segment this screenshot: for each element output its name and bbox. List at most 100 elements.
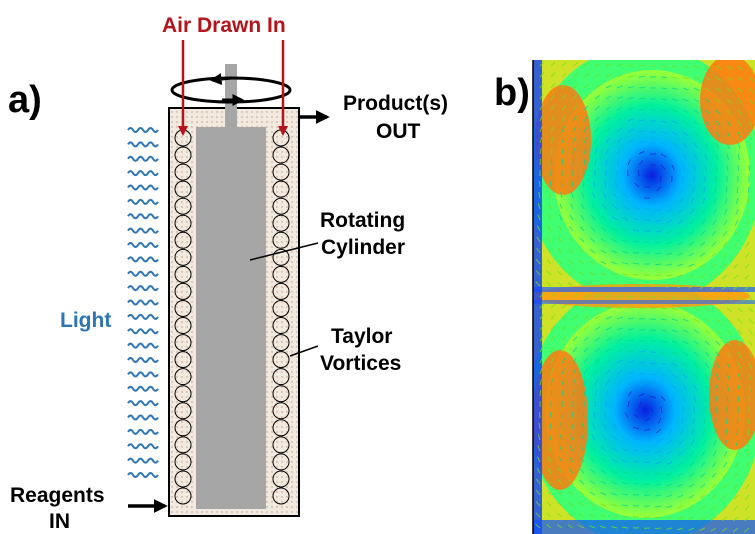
velocity-vectors (535, 61, 754, 533)
vector-arrow (667, 439, 673, 445)
vector-arrow (572, 105, 578, 111)
vector-arrow (660, 153, 667, 158)
vector-arrow (726, 142, 730, 149)
vortex-ring (174, 487, 192, 505)
vector-arrow (583, 293, 590, 298)
vector-arrow (583, 94, 589, 100)
vector-arrow (704, 373, 709, 380)
vector-arrow (536, 456, 541, 463)
vector-arrow (722, 483, 728, 489)
vector-arrow (561, 115, 566, 122)
vector-arrow (726, 98, 732, 104)
vector-arrow (745, 230, 750, 237)
vector-arrow (624, 181, 629, 188)
vector-arrow (704, 296, 711, 301)
vector-arrow (710, 527, 717, 532)
vector-arrow (711, 494, 717, 500)
vector-arrow (704, 384, 708, 391)
vector-arrow (594, 73, 601, 78)
vector-arrow (736, 186, 739, 194)
vector-arrow (700, 241, 706, 247)
vector-arrow (611, 272, 618, 276)
vector-arrow (715, 87, 722, 93)
vector-arrow (616, 327, 623, 331)
vector-arrow (744, 252, 750, 259)
vector-arrow (714, 186, 717, 193)
vector-arrow (715, 395, 718, 402)
vector-arrow (748, 329, 754, 336)
vector-arrow (688, 516, 695, 520)
vector-arrow (580, 445, 585, 452)
vector-arrow (550, 137, 554, 144)
taylor-leader (289, 345, 319, 357)
vector-arrow (579, 237, 585, 243)
vortex-ring (174, 351, 192, 369)
vector-arrow (550, 346, 555, 353)
vector-arrow (593, 411, 596, 419)
vector-arrow (644, 417, 651, 422)
vector-arrow (600, 492, 607, 496)
vector-arrow (666, 483, 673, 487)
vector-arrow (572, 137, 576, 144)
vector-arrow (616, 127, 623, 133)
vector-arrow (726, 318, 732, 324)
vector-arrow (582, 411, 585, 419)
vector-arrow (668, 186, 673, 193)
vector-arrow (613, 423, 618, 430)
vector-arrow (748, 142, 752, 149)
vortex-ring (174, 282, 192, 300)
rotating-label-2: Cylinder (321, 236, 405, 259)
vector-arrow (600, 238, 607, 243)
vector-arrow (556, 512, 563, 518)
vector-arrow (546, 490, 552, 496)
vector-arrow (624, 412, 629, 419)
vector-arrow (568, 259, 574, 265)
vector-arrow (538, 180, 541, 188)
vector-arrow (546, 281, 552, 287)
vector-arrow (715, 384, 719, 391)
hotspot (709, 340, 755, 450)
vector-arrow (583, 73, 590, 78)
vector-arrow (737, 142, 741, 149)
reagents-label-1: Reagents (10, 484, 105, 507)
vector-arrow (546, 478, 552, 485)
vector-arrow (748, 164, 751, 172)
vector-arrow (688, 241, 695, 246)
vector-arrow (558, 214, 563, 221)
vector-arrow (735, 208, 739, 215)
vector-arrow (550, 368, 554, 375)
vector-arrow (715, 329, 721, 335)
vector-arrow (725, 428, 728, 435)
vector-arrow (655, 230, 662, 233)
vector-arrow (559, 434, 563, 441)
light-wave (127, 242, 159, 248)
vector-arrow (561, 368, 565, 375)
vector-arrow (682, 109, 689, 114)
vector-arrow (660, 307, 668, 310)
vector-arrow (537, 434, 541, 441)
vector-arrow (704, 131, 710, 138)
vector-arrow (660, 406, 663, 413)
vector-arrow (735, 197, 739, 204)
vector-arrow (704, 76, 711, 81)
vector-arrow (572, 148, 576, 155)
panel-a-label: a) (8, 79, 42, 121)
vector-arrow (671, 76, 678, 79)
rotating-label-1: Rotating (320, 209, 405, 232)
vector-arrow (638, 130, 645, 133)
vector-arrow (583, 158, 586, 166)
vector-arrow (682, 76, 689, 80)
vector-arrow (622, 273, 629, 276)
vector-arrow (671, 296, 678, 299)
vector-arrow (538, 192, 541, 199)
vector-arrow (671, 318, 678, 322)
vector-arrow (605, 337, 612, 342)
vector-arrow (666, 285, 673, 288)
vector-arrow (611, 492, 618, 496)
vector-arrow (726, 395, 729, 402)
vector-arrow (572, 304, 579, 309)
vector-arrow (677, 219, 684, 224)
vector-arrow (660, 87, 668, 90)
vector-arrow (548, 214, 552, 221)
vector-arrow (583, 83, 590, 89)
